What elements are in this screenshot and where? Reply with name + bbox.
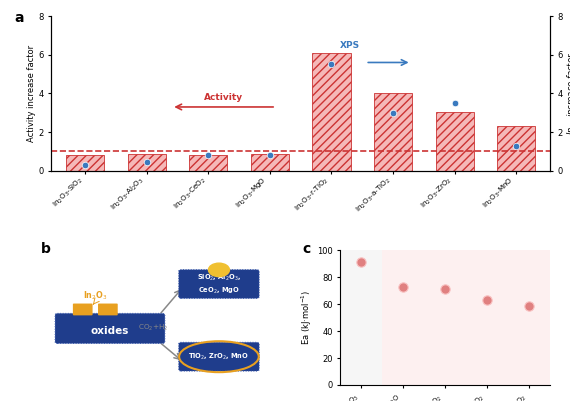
Text: TiO$_2$, ZrO$_2$, MnO: TiO$_2$, ZrO$_2$, MnO [189,352,250,362]
Point [357,259,366,266]
Point [450,100,459,106]
Text: a: a [14,11,23,25]
Point [524,302,534,309]
Text: b: b [41,242,51,256]
Y-axis label: Ea (kJ·mol$^{-1}$): Ea (kJ·mol$^{-1}$) [300,290,314,345]
Text: In$_2$O$_3$: In$_2$O$_3$ [83,289,108,302]
Bar [340,250,382,385]
Circle shape [209,263,229,277]
Bar [189,155,227,171]
Point [327,61,336,68]
Point [441,286,450,293]
Text: c: c [303,242,311,256]
Point [80,162,89,168]
Point [142,158,151,165]
Bar [66,155,104,171]
Bar [374,93,412,171]
Text: SiO$_2$, Al$_2$O$_3$,
CeO$_2$, MgO: SiO$_2$, Al$_2$O$_3$, CeO$_2$, MgO [197,273,241,296]
FancyBboxPatch shape [55,313,165,344]
Bar [382,250,550,385]
Bar [312,53,351,171]
Bar [128,154,166,171]
Point [512,142,521,149]
FancyBboxPatch shape [98,304,118,315]
Text: oxides: oxides [91,326,129,336]
Point [203,152,213,158]
Y-axis label: $In_{3d}$ increase factor: $In_{3d}$ increase factor [566,52,570,135]
Point [399,284,408,290]
Bar [435,112,474,171]
Bar [497,126,535,171]
Point [389,109,398,116]
FancyBboxPatch shape [179,342,259,371]
FancyBboxPatch shape [73,304,92,315]
Text: XPS: XPS [340,41,360,50]
Bar [251,154,289,171]
Text: CO$_2$+H$_2$: CO$_2$+H$_2$ [138,323,168,333]
Point [265,152,274,158]
FancyBboxPatch shape [179,269,259,298]
Point [483,297,492,304]
Text: Activity: Activity [204,93,243,102]
Y-axis label: Activity increase factor: Activity increase factor [27,45,35,142]
